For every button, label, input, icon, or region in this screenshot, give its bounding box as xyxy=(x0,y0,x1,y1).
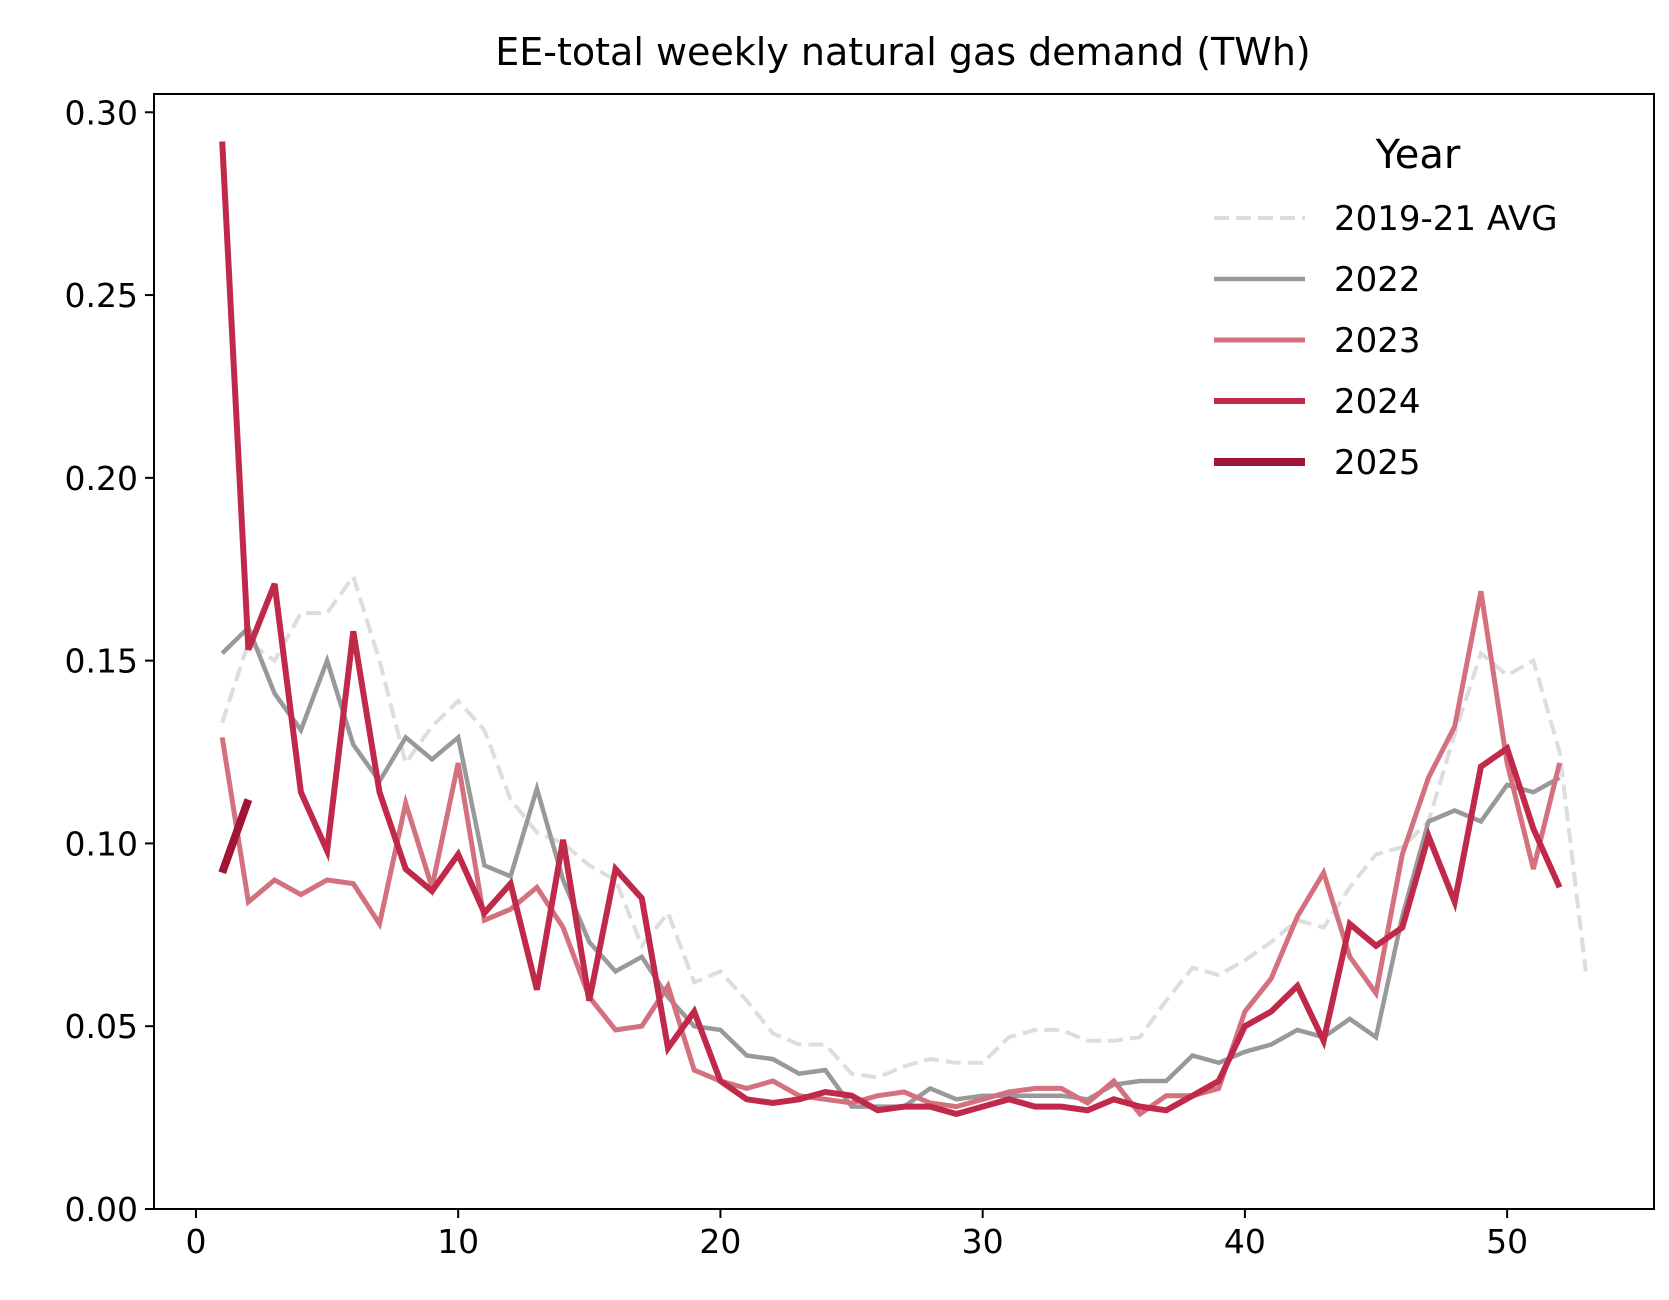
x-tick-label: 20 xyxy=(699,1222,741,1261)
y-tick-label: 0.05 xyxy=(65,1007,138,1046)
legend-title: Year xyxy=(1375,132,1461,178)
y-tick-label: 0.25 xyxy=(65,276,138,315)
legend-label-4: 2025 xyxy=(1334,443,1421,483)
legend-label-2: 2023 xyxy=(1334,321,1421,361)
series-line-0 xyxy=(220,572,1588,1080)
y-tick-label: 0.30 xyxy=(65,93,138,132)
x-tick-label: 50 xyxy=(1486,1222,1528,1261)
x-tick-label: 0 xyxy=(185,1222,206,1261)
legend-label-1: 2022 xyxy=(1334,260,1421,300)
series-line-3 xyxy=(219,141,1563,1118)
axes-layer: 0 10 20 30 40 50 0.00 0.05 0.10 0.15 0.20 0.25 0.30 xyxy=(65,93,1529,1261)
plot-frame xyxy=(153,93,1655,1210)
series-layer xyxy=(218,141,1588,1118)
x-tick-label: 40 xyxy=(1224,1222,1266,1261)
legend-label-0: 2019-21 AVG xyxy=(1334,199,1558,239)
y-tick-label: 0.15 xyxy=(65,642,138,681)
legend-label-3: 2024 xyxy=(1334,382,1421,422)
legend: Year 2019-21 AVG 2022 2023 2024 2025 xyxy=(1214,132,1558,483)
series-line-4 xyxy=(218,798,253,875)
y-tick-label: 0.10 xyxy=(65,824,138,863)
y-tick-label: 0.20 xyxy=(65,459,138,498)
chart-title: EE-total weekly natural gas demand (TWh) xyxy=(495,30,1310,74)
x-tick-label: 10 xyxy=(437,1222,479,1261)
y-tick-label: 0.00 xyxy=(65,1190,138,1229)
x-tick-label: 30 xyxy=(962,1222,1004,1261)
series-line-1 xyxy=(220,623,1561,1109)
series-line-2 xyxy=(219,590,1563,1118)
